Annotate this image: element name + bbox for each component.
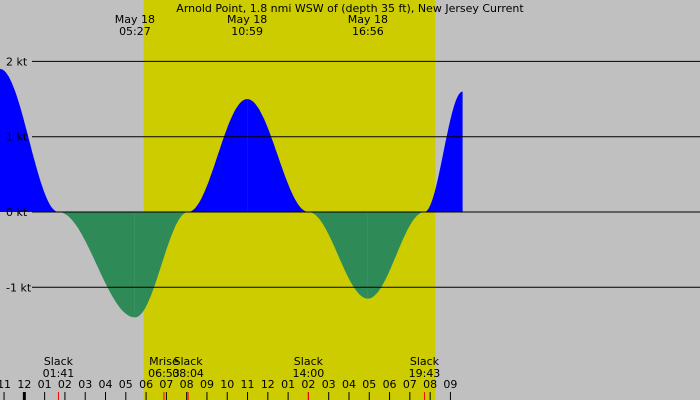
ebb-area bbox=[367, 212, 425, 299]
flood-area bbox=[424, 91, 463, 212]
event-label: Slack bbox=[44, 355, 74, 368]
x-tick-label: 07 bbox=[159, 378, 173, 391]
event-time: 14:00 bbox=[293, 367, 325, 380]
event-time: 08:04 bbox=[172, 367, 204, 380]
max-time: 10:59 bbox=[231, 25, 263, 38]
max-date: May 18 bbox=[115, 13, 155, 26]
y-tick-label: 1 kt bbox=[6, 131, 28, 144]
x-axis: 11 12 01 02 03 04 05 06 07 08 09 10 11 12 01 02 03 04 05 06… bbox=[0, 378, 457, 400]
ebb-area bbox=[134, 212, 189, 318]
x-tick-label: 02 bbox=[58, 378, 72, 391]
flood-area bbox=[247, 99, 309, 212]
event-time: 19:43 bbox=[409, 367, 441, 380]
x-tick-label: 06 bbox=[383, 378, 397, 391]
x-tick-label: 12 bbox=[17, 378, 31, 391]
x-tick-label: 12 bbox=[261, 378, 275, 391]
x-tick-label: 09 bbox=[443, 378, 457, 391]
event-time: 01:41 bbox=[43, 367, 75, 380]
x-tick-label: 01 bbox=[281, 378, 295, 391]
x-tick-label: 05 bbox=[119, 378, 133, 391]
x-tick-label: 11 bbox=[241, 378, 255, 391]
ebb-area bbox=[308, 212, 368, 299]
event-label: Slack bbox=[294, 355, 324, 368]
x-tick-label: 03 bbox=[78, 378, 92, 391]
event-label: Slack bbox=[410, 355, 440, 368]
event-label: Slack bbox=[173, 355, 203, 368]
max-date: May 18 bbox=[348, 13, 388, 26]
y-tick-label: -1 kt bbox=[6, 281, 32, 294]
event-label: Mrise bbox=[149, 355, 179, 368]
x-tick-label: 01 bbox=[38, 378, 52, 391]
x-tick-label: 09 bbox=[200, 378, 214, 391]
slack-events: Slack01:41Mrise06:53Slack08:04Slack14:00… bbox=[43, 355, 441, 400]
x-tick-label: 03 bbox=[322, 378, 336, 391]
x-tick-label: 06 bbox=[139, 378, 153, 391]
flood-area bbox=[0, 68, 59, 213]
x-tick-label: 04 bbox=[342, 378, 356, 391]
x-tick-label: 05 bbox=[362, 378, 376, 391]
x-tick-label: 07 bbox=[403, 378, 417, 391]
flood-area bbox=[188, 99, 248, 212]
x-tick-label: 10 bbox=[220, 378, 234, 391]
y-tick-label: 2 kt bbox=[6, 55, 28, 68]
current-series bbox=[0, 68, 463, 318]
max-time: 05:27 bbox=[119, 25, 151, 38]
x-tick-label: 02 bbox=[301, 378, 315, 391]
x-tick-label: 08 bbox=[423, 378, 437, 391]
y-tick-label: 0 kt bbox=[6, 206, 28, 219]
event-time: 06:53 bbox=[148, 367, 180, 380]
chart-title: Arnold Point, 1.8 nmi WSW of (depth 35 f… bbox=[176, 2, 524, 15]
x-tick-label: 11 bbox=[0, 378, 11, 391]
ebb-area bbox=[58, 212, 135, 318]
x-tick-label: 08 bbox=[180, 378, 194, 391]
x-tick-label: 04 bbox=[99, 378, 113, 391]
max-date: May 18 bbox=[227, 13, 267, 26]
max-time: 16:56 bbox=[352, 25, 384, 38]
y-gridlines: 2 kt 1 kt 0 kt -1 kt bbox=[6, 55, 700, 294]
